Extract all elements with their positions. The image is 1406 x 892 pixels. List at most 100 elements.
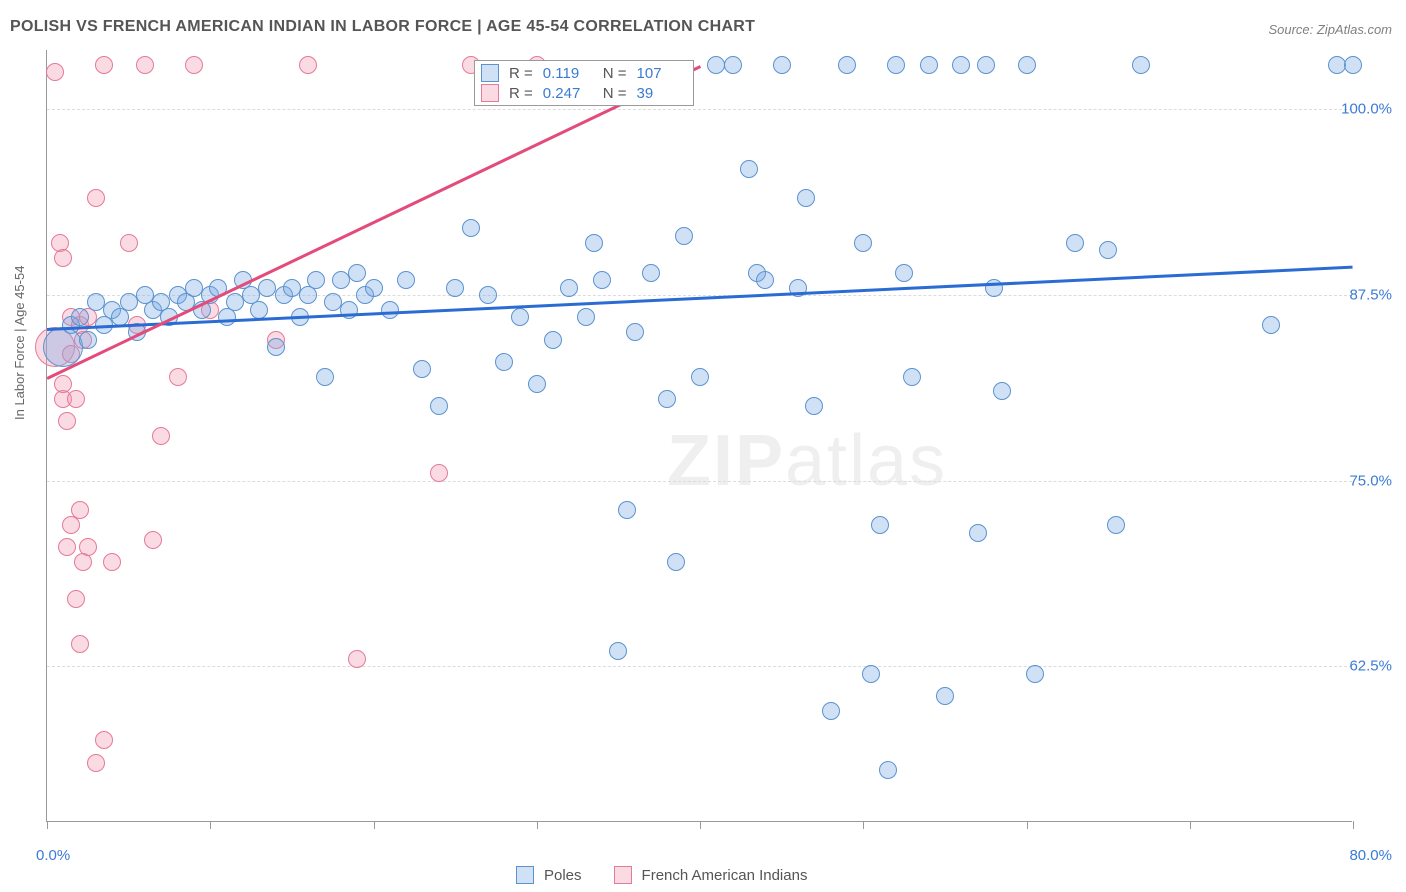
data-point bbox=[593, 271, 611, 289]
legend-row-poles: R = 0.119 N = 107 bbox=[481, 63, 687, 83]
correlation-chart: POLISH VS FRENCH AMERICAN INDIAN IN LABO… bbox=[0, 0, 1406, 892]
swatch-poles bbox=[481, 64, 499, 82]
data-point bbox=[585, 234, 603, 252]
data-point bbox=[707, 56, 725, 74]
data-point bbox=[144, 531, 162, 549]
x-tick bbox=[210, 821, 211, 829]
legend-row-french: R = 0.247 N = 39 bbox=[481, 83, 687, 103]
data-point bbox=[71, 635, 89, 653]
data-point bbox=[936, 687, 954, 705]
watermark-atlas: atlas bbox=[785, 421, 947, 501]
data-point bbox=[626, 323, 644, 341]
data-point bbox=[528, 375, 546, 393]
data-point bbox=[67, 390, 85, 408]
data-point bbox=[258, 279, 276, 297]
data-point bbox=[430, 397, 448, 415]
data-point bbox=[1099, 241, 1117, 259]
data-point bbox=[446, 279, 464, 297]
chart-title: POLISH VS FRENCH AMERICAN INDIAN IN LABO… bbox=[10, 18, 755, 36]
data-point bbox=[658, 390, 676, 408]
data-point bbox=[903, 368, 921, 386]
data-point bbox=[54, 249, 72, 267]
data-point bbox=[511, 308, 529, 326]
data-point bbox=[577, 308, 595, 326]
r-label: R = bbox=[509, 65, 533, 82]
data-point bbox=[136, 56, 154, 74]
data-point bbox=[120, 234, 138, 252]
data-point bbox=[54, 375, 72, 393]
data-point bbox=[887, 56, 905, 74]
data-point bbox=[283, 279, 301, 297]
data-point bbox=[1262, 316, 1280, 334]
data-point bbox=[1328, 56, 1346, 74]
grid-line bbox=[47, 109, 1352, 110]
data-point bbox=[332, 271, 350, 289]
data-point bbox=[87, 293, 105, 311]
n-label: N = bbox=[603, 65, 627, 82]
data-point bbox=[348, 650, 366, 668]
data-point bbox=[740, 160, 758, 178]
data-point bbox=[120, 293, 138, 311]
data-point bbox=[1018, 56, 1036, 74]
data-point bbox=[609, 642, 627, 660]
watermark: ZIPatlas bbox=[667, 420, 947, 502]
legend-label-french: French American Indians bbox=[642, 867, 808, 884]
data-point bbox=[544, 331, 562, 349]
watermark-zip: ZIP bbox=[667, 421, 785, 501]
x-tick bbox=[374, 821, 375, 829]
data-point bbox=[79, 538, 97, 556]
x-tick bbox=[537, 821, 538, 829]
data-point bbox=[797, 189, 815, 207]
x-tick bbox=[1353, 821, 1354, 829]
grid-line bbox=[47, 481, 1352, 482]
data-point bbox=[381, 301, 399, 319]
y-tick-label: 100.0% bbox=[1341, 101, 1392, 118]
data-point bbox=[862, 665, 880, 683]
data-point bbox=[95, 731, 113, 749]
data-point bbox=[822, 702, 840, 720]
data-point bbox=[920, 56, 938, 74]
data-point bbox=[95, 56, 113, 74]
data-point bbox=[675, 227, 693, 245]
data-point bbox=[79, 331, 97, 349]
swatch-poles bbox=[516, 866, 534, 884]
n-value-french: 39 bbox=[637, 85, 687, 102]
data-point bbox=[1107, 516, 1125, 534]
correlation-legend: R = 0.119 N = 107 R = 0.247 N = 39 bbox=[474, 60, 694, 106]
data-point bbox=[642, 264, 660, 282]
data-point bbox=[365, 279, 383, 297]
data-point bbox=[226, 293, 244, 311]
data-point bbox=[299, 56, 317, 74]
x-tick-80: 80.0% bbox=[1349, 847, 1392, 864]
data-point bbox=[1132, 56, 1150, 74]
x-tick bbox=[1190, 821, 1191, 829]
swatch-french bbox=[481, 84, 499, 102]
x-tick bbox=[700, 821, 701, 829]
data-point bbox=[667, 553, 685, 571]
grid-line bbox=[47, 666, 1352, 667]
data-point bbox=[952, 56, 970, 74]
data-point bbox=[87, 189, 105, 207]
x-tick bbox=[1027, 821, 1028, 829]
data-point bbox=[854, 234, 872, 252]
data-point bbox=[1344, 56, 1362, 74]
r-value-poles: 0.119 bbox=[543, 65, 593, 82]
data-point bbox=[169, 368, 187, 386]
data-point bbox=[462, 219, 480, 237]
data-point bbox=[495, 353, 513, 371]
y-tick-label: 87.5% bbox=[1349, 286, 1392, 303]
data-point bbox=[479, 286, 497, 304]
data-point bbox=[71, 308, 89, 326]
data-point bbox=[250, 301, 268, 319]
data-point bbox=[985, 279, 1003, 297]
n-label: N = bbox=[603, 85, 627, 102]
data-point bbox=[307, 271, 325, 289]
data-point bbox=[185, 279, 203, 297]
plot-area: ZIPatlas bbox=[46, 50, 1352, 822]
data-point bbox=[46, 63, 64, 81]
data-point bbox=[103, 553, 121, 571]
data-point bbox=[1026, 665, 1044, 683]
data-point bbox=[397, 271, 415, 289]
data-point bbox=[71, 501, 89, 519]
data-point bbox=[87, 754, 105, 772]
